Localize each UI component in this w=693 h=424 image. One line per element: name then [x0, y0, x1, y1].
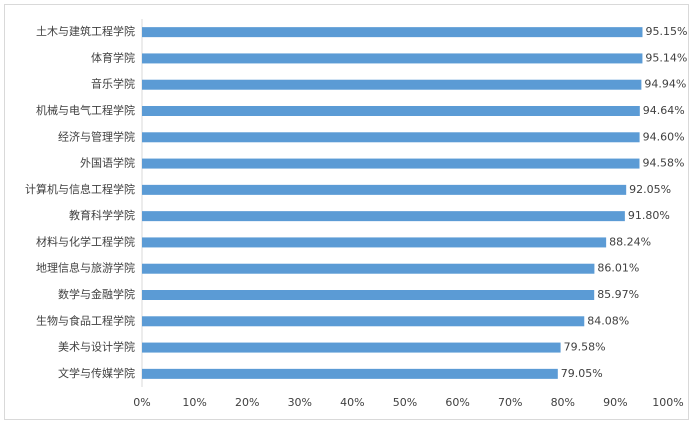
y-tick-label: 美术与设计学院	[58, 340, 135, 354]
y-tick-label: 生物与食品工程学院	[36, 313, 135, 327]
bar	[142, 342, 561, 353]
x-tick-label: 0%	[133, 396, 150, 409]
bar	[142, 158, 640, 169]
x-tick-label: 50%	[393, 396, 417, 409]
value-label: 88.24%	[609, 235, 651, 248]
x-tick-label: 90%	[603, 396, 627, 409]
x-tick-label: 10%	[182, 396, 206, 409]
value-label: 79.05%	[561, 367, 603, 380]
value-label: 84.08%	[587, 314, 629, 327]
x-tick-label: 40%	[340, 396, 364, 409]
y-tick-label: 经济与管理学院	[58, 129, 135, 143]
y-tick-label: 教育科学学院	[69, 208, 135, 222]
bar	[142, 184, 627, 195]
bar	[142, 368, 558, 379]
bar	[142, 237, 607, 248]
x-tick-label: 70%	[498, 396, 522, 409]
value-label: 95.15%	[645, 25, 687, 38]
y-tick-label: 地理信息与旅游学院	[36, 261, 135, 275]
bar	[142, 132, 640, 143]
y-tick-label: 数学与金融学院	[58, 287, 135, 301]
bar	[142, 316, 585, 327]
y-tick-label: 音乐学院	[91, 77, 135, 91]
bar	[142, 211, 625, 222]
y-tick-label: 土木与建筑工程学院	[36, 24, 135, 38]
value-label: 79.58%	[564, 341, 606, 354]
value-label: 94.64%	[643, 104, 685, 117]
bar	[142, 290, 595, 300]
bar	[142, 79, 642, 90]
x-tick-label: 60%	[445, 396, 469, 409]
x-tick-label: 20%	[235, 396, 259, 409]
value-label: 94.94%	[644, 78, 686, 91]
value-label: 94.58%	[642, 157, 684, 170]
value-label: 92.05%	[629, 183, 671, 196]
bar	[142, 106, 640, 116]
y-tick-label: 体育学院	[91, 50, 135, 64]
value-label: 91.80%	[628, 209, 670, 222]
bar	[142, 263, 595, 274]
bar	[142, 53, 643, 64]
value-label: 85.97%	[597, 288, 639, 301]
y-tick-label: 文学与传媒学院	[58, 366, 135, 380]
y-tick-label: 计算机与信息工程学院	[25, 182, 135, 196]
x-tick-label: 80%	[551, 396, 575, 409]
y-tick-label: 外国语学院	[80, 156, 135, 170]
bar	[142, 27, 643, 38]
value-label: 86.01%	[597, 262, 639, 275]
y-tick-label: 机械与电气工程学院	[36, 103, 135, 117]
x-tick-label: 30%	[288, 396, 312, 409]
y-tick-label: 材料与化学工程学院	[36, 234, 135, 248]
value-label: 95.14%	[645, 51, 687, 64]
value-label: 94.60%	[643, 130, 685, 143]
x-tick-label: 100%	[652, 396, 683, 409]
